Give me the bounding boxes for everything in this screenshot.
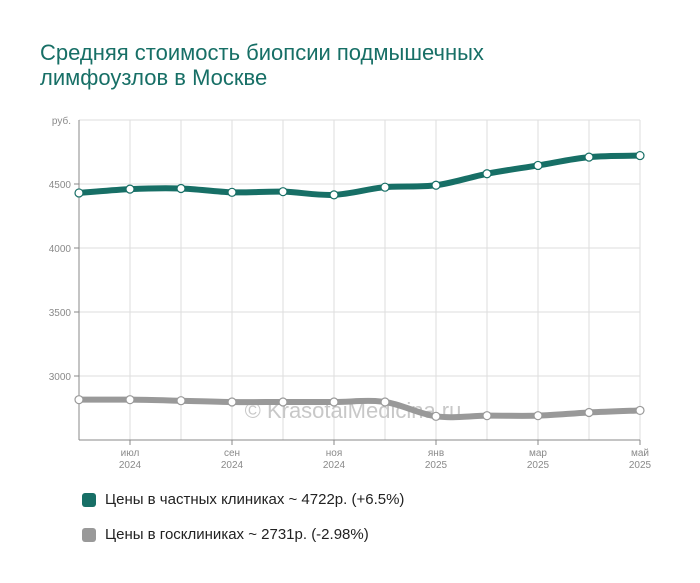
data-point-series-0 — [227, 187, 237, 197]
x-tick-label-month: июл — [121, 448, 140, 459]
legend-label-public: Цены в госклиниках ~ 2731р. (-2.98%) — [105, 526, 369, 543]
x-tick-label-year: 2025 — [527, 460, 550, 471]
data-point-series-0 — [431, 180, 441, 190]
data-point-series-1 — [176, 396, 186, 406]
data-point-series-0 — [176, 183, 186, 194]
data-point-series-0 — [329, 190, 339, 200]
y-tick-label: 4000 — [49, 244, 72, 255]
data-point-series-1 — [431, 411, 441, 421]
data-point-series-1 — [635, 405, 645, 416]
data-point-series-0 — [125, 184, 135, 194]
data-point-series-0 — [380, 182, 390, 192]
x-tick-label-month: май — [631, 448, 649, 459]
x-tick-label-year: 2025 — [425, 460, 448, 471]
x-tick-label-year: 2024 — [221, 460, 244, 471]
legend-label-private: Цены в частных клиниках ~ 4722р. (+6.5%) — [105, 491, 405, 508]
data-point-series-1 — [125, 395, 135, 405]
data-point-series-0 — [482, 169, 492, 179]
data-point-series-0 — [533, 160, 543, 171]
data-point-series-1 — [329, 397, 339, 407]
data-point-series-0 — [635, 150, 645, 161]
chart-title: Средняя стоимость биопсии подмышечных ли… — [40, 40, 484, 90]
y-tick-label: 3500 — [49, 308, 72, 319]
data-point-series-0 — [278, 187, 288, 197]
legend-swatch-public — [82, 527, 96, 542]
data-point-series-1 — [74, 395, 84, 405]
legend-item-private[interactable]: Цены в частных клиниках ~ 4722р. (+6.5%) — [82, 491, 404, 508]
data-point-series-1 — [227, 397, 237, 407]
y-tick-label: 3000 — [49, 372, 72, 383]
y-axis-unit: руб. — [52, 115, 71, 127]
series-line-0 — [76, 152, 643, 198]
data-point-series-1 — [533, 411, 543, 421]
y-tick-label: 4500 — [49, 180, 72, 191]
legend-item-public[interactable]: Цены в госклиниках ~ 2731р. (-2.98%) — [82, 526, 369, 543]
x-tick-label-year: 2024 — [323, 460, 346, 471]
x-tick-label-month: сен — [224, 448, 240, 459]
x-tick-label-year: 2025 — [629, 460, 652, 471]
data-point-series-0 — [584, 152, 594, 162]
x-tick-label-year: 2024 — [119, 460, 142, 471]
legend-swatch-private — [82, 492, 96, 507]
x-tick-label-month: янв — [428, 448, 444, 459]
x-tick-label-month: мар — [529, 448, 547, 459]
data-point-series-1 — [278, 397, 288, 407]
data-point-series-0 — [74, 188, 84, 198]
x-tick-label-month: ноя — [326, 448, 343, 459]
data-point-series-1 — [584, 407, 594, 418]
data-point-series-1 — [380, 397, 390, 407]
data-point-series-1 — [482, 411, 492, 421]
